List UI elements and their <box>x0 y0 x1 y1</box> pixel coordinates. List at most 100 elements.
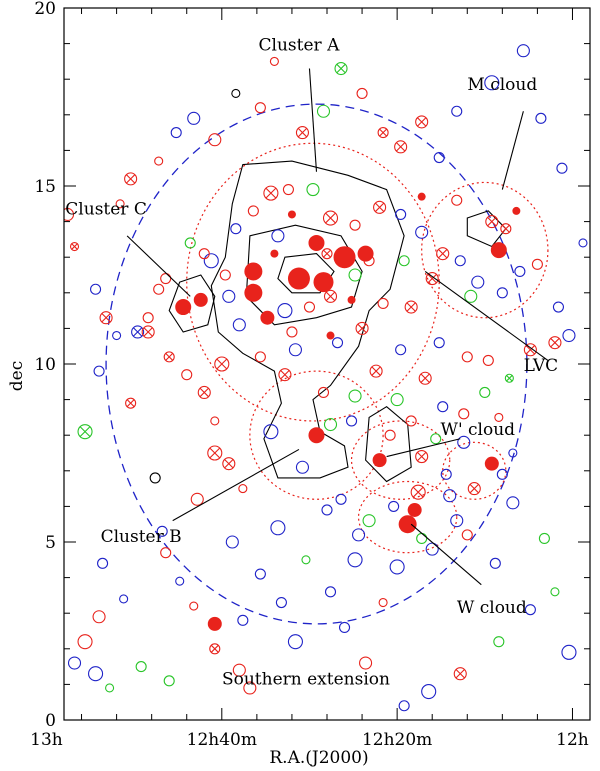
annotation-leader-line <box>172 448 300 522</box>
cross-mark <box>417 117 427 127</box>
cross-mark <box>325 212 336 224</box>
filled-marker <box>372 453 387 468</box>
dotted-region-circle <box>186 142 440 422</box>
annotation-label: Cluster B <box>101 527 182 547</box>
crossed-circle-marker <box>295 126 310 140</box>
open-circle-marker <box>562 328 576 343</box>
open-circle-marker <box>433 151 445 164</box>
cross-mark <box>550 338 560 348</box>
open-circle-marker <box>135 661 147 673</box>
open-circle-marker <box>317 386 330 399</box>
cross-mark <box>101 313 111 323</box>
open-circle-marker <box>458 408 470 420</box>
cross-mark <box>336 63 346 74</box>
x-tick-label: 12h20m <box>362 730 432 750</box>
crossed-circle-marker <box>124 172 138 186</box>
filled-marker <box>333 246 356 269</box>
crossed-circle-marker <box>425 272 439 286</box>
crossed-circle-marker <box>197 385 211 400</box>
open-circle-marker <box>395 208 407 221</box>
open-circle-marker <box>301 555 311 565</box>
cross-mark <box>143 327 153 337</box>
crossed-circle-marker <box>321 248 333 260</box>
open-circle-marker <box>349 219 361 231</box>
cross-mark <box>71 243 78 250</box>
open-circle-marker <box>163 675 175 687</box>
open-circle-marker <box>389 559 405 575</box>
open-circle-marker <box>156 525 168 537</box>
open-circles-layer <box>64 44 588 712</box>
crossed-circle-marker <box>214 356 230 372</box>
open-circle-marker <box>115 199 125 209</box>
filled-marker <box>326 331 335 340</box>
open-circle-marker <box>359 656 373 670</box>
crossed-circle-marker <box>278 368 292 382</box>
axes-layer: 13h 12h40m 12h20m 12h 0 5 10 15 20 <box>30 0 591 750</box>
open-circle-marker <box>254 568 266 580</box>
filled-marker <box>207 616 222 631</box>
open-circle-marker <box>210 416 220 426</box>
open-circle-marker <box>282 184 294 196</box>
dotted-region-circle <box>357 480 458 554</box>
open-circle-marker <box>496 468 508 480</box>
outer-dashed-circle <box>105 103 528 625</box>
crossed-circle-marker <box>453 667 467 681</box>
y-tick-label: 0 <box>45 711 56 731</box>
open-circle-marker <box>524 604 536 616</box>
open-circle-marker <box>237 614 249 626</box>
open-circle-marker <box>247 205 259 217</box>
open-circle-marker <box>232 318 246 332</box>
crossed-circle-marker <box>523 343 537 357</box>
crossed-circle-marker <box>500 223 512 235</box>
open-circle-marker <box>451 105 463 117</box>
cross-mark <box>165 352 174 361</box>
y-tick-label: 5 <box>45 533 56 553</box>
cross-mark <box>133 327 143 337</box>
open-circle-marker <box>175 576 185 586</box>
annotation-leader-line <box>424 270 549 361</box>
open-circle-marker <box>345 415 358 427</box>
x-axis-label: R.A.(J2000) <box>269 748 368 768</box>
cross-mark <box>357 323 367 333</box>
open-circle-marker <box>538 532 550 544</box>
open-circle-marker <box>415 225 429 239</box>
crossed-circle-marker <box>99 311 113 325</box>
open-circle-marker <box>335 493 347 505</box>
open-circle-marker <box>112 330 122 341</box>
crossed-circle-marker <box>548 336 562 350</box>
filled-marker <box>490 242 507 259</box>
density-contour <box>210 160 405 479</box>
open-circle-marker <box>88 666 104 682</box>
filled-marker <box>357 245 374 262</box>
density-contour <box>277 253 335 294</box>
open-circle-marker <box>149 472 161 484</box>
open-circle-marker <box>430 433 442 445</box>
filled-marker <box>287 267 310 290</box>
open-circle-marker <box>356 87 368 99</box>
open-circle-marker <box>275 596 287 609</box>
open-circle-marker <box>489 557 501 569</box>
density-contour <box>168 274 216 333</box>
y-tick-label: 15 <box>34 177 56 197</box>
dotted-circles-layer <box>186 142 549 554</box>
open-circle-marker <box>552 301 564 313</box>
open-circle-marker <box>514 265 526 277</box>
crossed-circle-marker <box>141 325 155 339</box>
annotation-label: W' cloud <box>440 420 515 440</box>
crossed-circle-marker <box>323 289 338 303</box>
contours-layer <box>168 160 507 483</box>
open-circle-marker <box>362 514 376 528</box>
open-circle-marker <box>531 258 543 270</box>
open-circle-marker <box>97 557 109 569</box>
open-circle-marker <box>450 514 464 528</box>
open-circle-marker <box>286 326 298 338</box>
open-circle-marker <box>153 283 165 295</box>
cross-mark <box>210 644 219 653</box>
filled-marker <box>260 310 275 325</box>
open-circle-marker <box>208 133 222 147</box>
annotation-leader-line <box>410 523 482 586</box>
open-circle-marker <box>331 337 344 349</box>
open-circle-marker <box>398 255 410 267</box>
filled-marker <box>308 234 325 251</box>
